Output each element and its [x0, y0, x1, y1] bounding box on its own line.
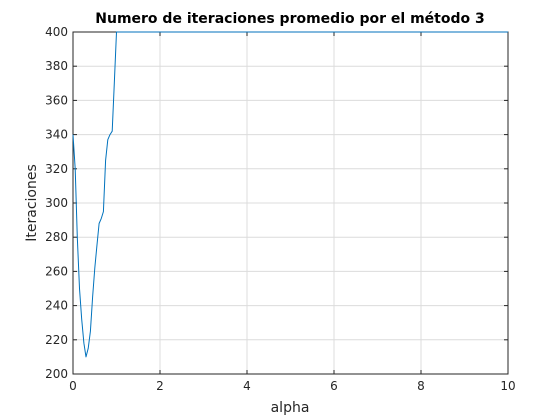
series-layer [72, 31, 508, 358]
y-tick-label: 240 [45, 299, 68, 313]
y-tick-label: 300 [45, 196, 68, 210]
x-tick-label: 8 [417, 379, 425, 393]
chart-title: Numero de iteraciones promedio por el mé… [95, 11, 484, 27]
x-tick-label: 4 [243, 379, 251, 393]
series-line [72, 31, 508, 358]
x-tick-label: 2 [156, 379, 164, 393]
y-tick-label: 400 [45, 25, 68, 39]
x-tick-label: 0 [69, 379, 77, 393]
y-tick-label: 320 [45, 162, 68, 176]
y-tick-label: 380 [45, 59, 68, 73]
grid [72, 31, 509, 375]
y-axis-label: Iteraciones [24, 164, 40, 242]
y-tick-label: 260 [45, 264, 68, 278]
y-tick-label: 200 [45, 367, 68, 381]
axis-ticks: 0 2 4 6 8 10 200 220 240 260 280 300 320 340 360 380 400 [45, 25, 516, 393]
y-tick-label: 360 [45, 93, 68, 107]
x-tick-label: 6 [330, 379, 338, 393]
y-tick-label: 340 [45, 128, 68, 142]
x-axis-label: alpha [271, 400, 310, 416]
y-tick-label: 220 [45, 333, 68, 347]
y-tick-label: 280 [45, 230, 68, 244]
x-tick-label: 10 [500, 379, 515, 393]
